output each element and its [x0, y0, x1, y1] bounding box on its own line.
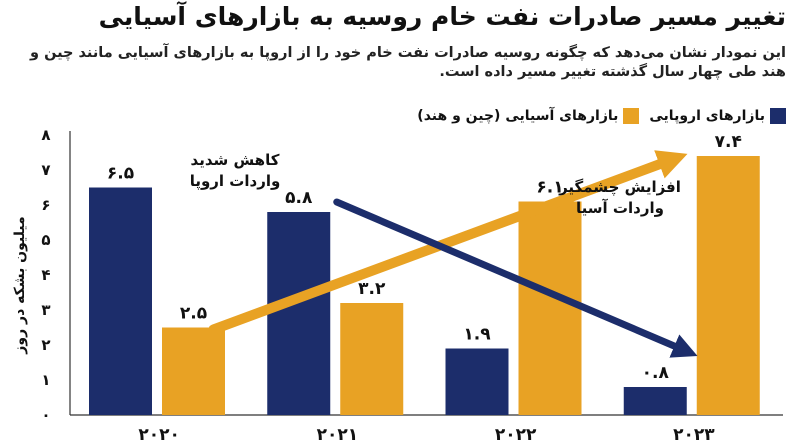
data-label-asia: ۲.۵	[180, 304, 207, 324]
chart-title: تغییر مسیر صادرات نفت خام روسیه به بازار…	[98, 2, 786, 31]
bars-layer	[89, 156, 760, 415]
x-tick-label: ۲۰۲۲	[495, 425, 537, 445]
annotation-europe-decline-line: واردات اروپا	[190, 172, 281, 191]
legend-label-europe: بازارهای اروپایی	[649, 108, 765, 124]
legend-swatch-europe	[770, 108, 786, 124]
y-tick-label: ۲	[41, 336, 50, 354]
bar-asia	[162, 327, 225, 415]
bar-europe	[445, 348, 509, 415]
y-tick-label: ۴	[41, 266, 50, 284]
data-label-europe: ۱.۹	[463, 325, 491, 345]
axis-layer: ۰ ۱ ۲ ۳ ۴ ۵ ۶ ۷ ۸ میلیون بشکه در روز ۲۰۲۰ ۲۰۲۱ ۲۰۲۲ ۲…	[12, 126, 783, 445]
labels-layer: ۶.۵ ۲.۵ ۵.۸ ۳.۲ ۱.۹ ۶.۱ ۰.۸ ۷.۴ کاهش شدید واردات …	[107, 132, 742, 383]
data-label-asia: ۶.۱	[536, 178, 563, 198]
trend-arrow-europe	[333, 198, 698, 358]
y-tick-label: ۱	[41, 371, 50, 389]
legend-swatch-asia	[623, 108, 640, 124]
legend-label-asia: بازارهای آسیایی (چین و هند)	[417, 108, 619, 124]
y-tick-label: ۶	[41, 196, 50, 214]
x-tick-label: ۲۰۲۰	[138, 425, 180, 445]
y-axis-label: میلیون بشکه در روز	[12, 216, 28, 354]
trend-arrows-layer	[208, 150, 698, 358]
data-label-europe: ۰.۸	[642, 363, 670, 383]
chart-subtitle: این نمودار نشان می‌دهد که چگونه روسیه صا…	[30, 45, 786, 80]
trend-arrow-asia	[208, 150, 688, 335]
annotation-asia-increase-line: افزایش چشمگیر	[558, 178, 681, 197]
annotation-europe-decline-line: کاهش شدید	[191, 151, 280, 169]
bar-europe	[267, 212, 331, 415]
y-tick-label: ۳	[41, 301, 50, 319]
data-label-europe: ۶.۵	[107, 164, 134, 184]
y-tick-label: ۵	[41, 231, 50, 249]
legend: بازارهای اروپایی بازارهای آسیایی (چین و …	[417, 104, 786, 128]
legend-item-asia: بازارهای آسیایی (چین و هند)	[417, 108, 640, 124]
x-tick-label: ۲۰۲۱	[317, 425, 359, 445]
y-tick-label: ۷	[41, 161, 50, 179]
x-tick-label: ۲۰۲۳	[673, 425, 715, 445]
bar-asia	[518, 201, 582, 415]
bar-europe	[89, 187, 152, 415]
y-tick-label: ۰	[41, 406, 50, 424]
bar-asia	[696, 156, 760, 415]
annotation-asia-increase-line: واردات آسیا	[576, 199, 664, 217]
data-label-asia: ۳.۲	[358, 279, 386, 299]
y-tick-label: ۸	[41, 126, 50, 144]
bar-europe	[623, 387, 687, 415]
data-label-asia: ۷.۴	[715, 132, 742, 152]
legend-item-europe: بازارهای اروپایی	[649, 108, 786, 124]
data-label-europe: ۵.۸	[285, 188, 313, 208]
bar-asia	[340, 303, 404, 415]
